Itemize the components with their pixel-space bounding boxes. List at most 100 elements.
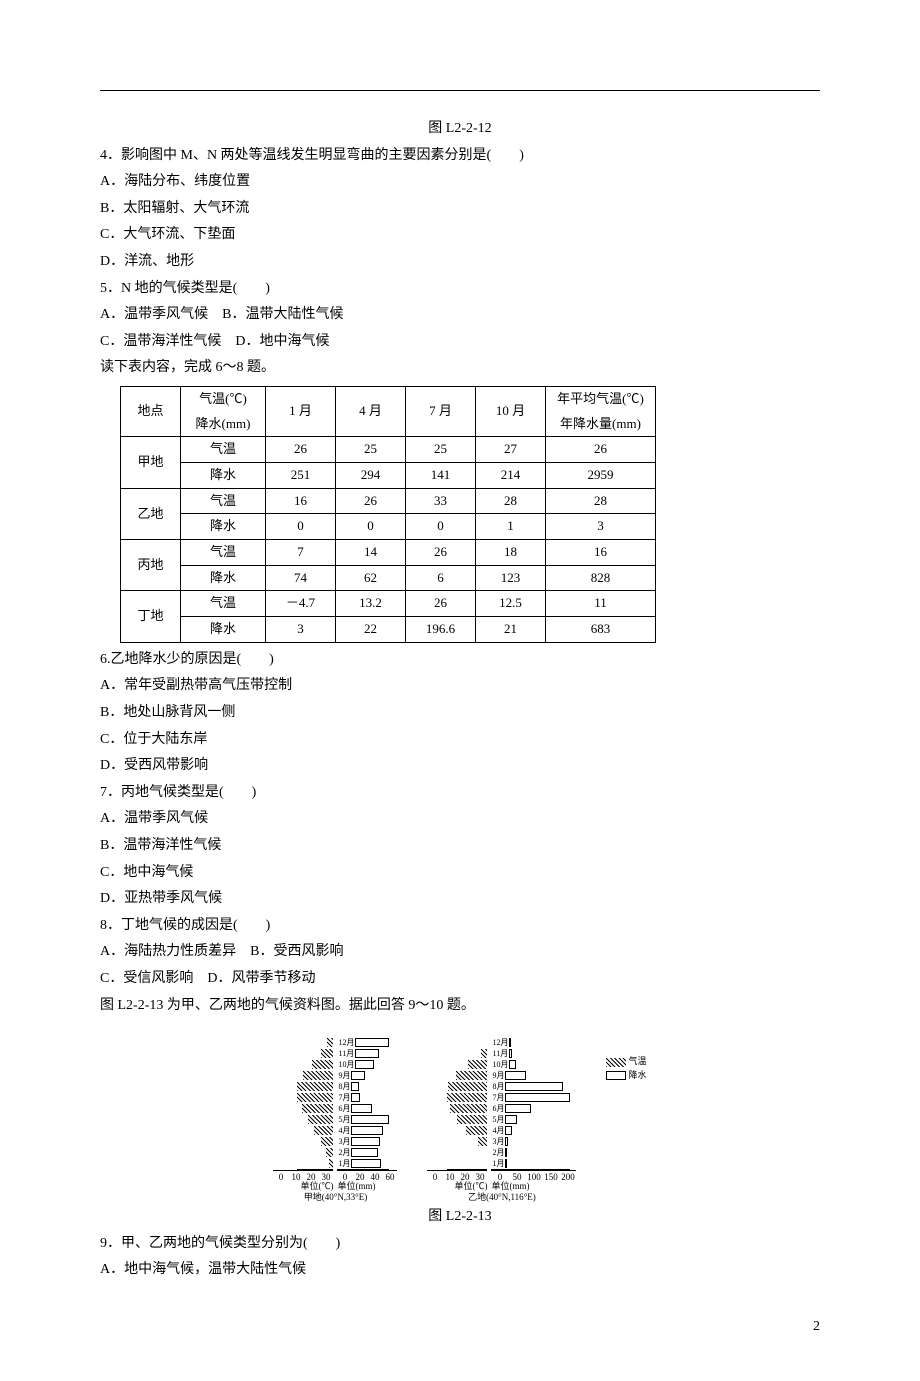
precip-bar: [351, 1148, 377, 1157]
th-metric: 气温(℃) 降水(mm): [181, 386, 266, 436]
q7-option-d: D．亚热带季风气候: [100, 886, 820, 913]
q4-option-b: B．太阳辐射、大气环流: [100, 196, 820, 223]
cell-value: 683: [546, 617, 656, 643]
precip-bar: [505, 1071, 525, 1080]
cell-value: 214: [476, 463, 546, 489]
precip-bar: [355, 1049, 379, 1058]
table-header-row: 地点 气温(℃) 降水(mm) 1 月 4 月 7 月 10 月 年平均气温(℃…: [121, 386, 656, 436]
chart-yi: 3020100单位(℃)12月11月10月9月8月7月6月5月4月3月2月1月0…: [427, 1051, 576, 1202]
axis-tick: 60: [382, 1173, 397, 1182]
axis-tick: 40: [367, 1173, 382, 1182]
temp-bar: [303, 1071, 333, 1080]
cell-metric: 气温: [181, 540, 266, 566]
month-label: 9月: [491, 1072, 505, 1080]
month-label: 4月: [491, 1127, 505, 1135]
cell-metric: 降水: [181, 617, 266, 643]
month-label: 10月: [491, 1061, 509, 1069]
month-label: 6月: [491, 1105, 505, 1113]
q7-option-b: B．温带海洋性气候: [100, 833, 820, 860]
temp-bar: [327, 1038, 333, 1047]
cell-value: 7: [266, 540, 336, 566]
cell-value: 14: [336, 540, 406, 566]
page-number: 2: [100, 1314, 820, 1341]
month-label: 8月: [491, 1083, 505, 1091]
cell-value: 294: [336, 463, 406, 489]
q6-option-d: D．受西风带影响: [100, 753, 820, 780]
cell-value: 74: [266, 565, 336, 591]
cell-value: 21: [476, 617, 546, 643]
axis-tick: 20: [352, 1173, 367, 1182]
figure-l2-2-13-caption: 图 L2-2-13: [100, 1204, 820, 1231]
cell-metric: 降水: [181, 565, 266, 591]
month-label: 1月: [491, 1160, 505, 1168]
axis-tick: 150: [542, 1173, 559, 1182]
temp-bar: [302, 1104, 334, 1113]
cell-value: 13.2: [336, 591, 406, 617]
precip-bar: [505, 1126, 511, 1135]
q5-stem: 5．N 地的气候类型是( ): [100, 276, 820, 303]
precip-bar: [505, 1137, 508, 1146]
temp-bar: [447, 1093, 488, 1102]
th-month-10: 10 月: [476, 386, 546, 436]
question-8: 8．丁地气候的成因是( ) A．海陆热力性质差异 B．受西风影响 C．受信风影响…: [100, 913, 820, 993]
precip-bar: [351, 1159, 381, 1168]
cell-value: 828: [546, 565, 656, 591]
q4-stem: 4．影响图中 M、N 两处等温线发生明显弯曲的主要因素分别是( ): [100, 143, 820, 170]
month-label: 11月: [491, 1050, 509, 1058]
month-label: 3月: [491, 1138, 505, 1146]
q8-option-b: B．受西风影响: [250, 944, 343, 959]
q5-option-a: A．温带季风气候: [100, 307, 208, 322]
chart-jia: 3020100单位(℃)12月11月10月9月8月7月6月5月4月3月2月1月0…: [273, 1051, 397, 1202]
temp-bar: [450, 1104, 488, 1113]
precip-bar: [351, 1137, 380, 1146]
cell-value: 141: [406, 463, 476, 489]
month-label: 2月: [491, 1149, 505, 1157]
q8-option-a: A．海陆热力性质差异: [100, 944, 236, 959]
precip-bar: [355, 1060, 374, 1069]
cell-value: 62: [336, 565, 406, 591]
precip-bar: [355, 1038, 389, 1047]
th-avg: 年平均气温(℃) 年降水量(mm): [546, 386, 656, 436]
cell-metric: 气温: [181, 437, 266, 463]
month-label: 7月: [337, 1094, 351, 1102]
temp-bar: [312, 1060, 333, 1069]
axis-tick: 30: [472, 1173, 487, 1182]
precip-bar: [509, 1049, 512, 1058]
axis-tick: 0: [491, 1173, 508, 1182]
figure-l2-2-13: 3020100单位(℃)12月11月10月9月8月7月6月5月4月3月2月1月0…: [100, 1019, 820, 1204]
month-label: 12月: [337, 1039, 355, 1047]
table-row: 降水74626123828: [121, 565, 656, 591]
cell-value: 22: [336, 617, 406, 643]
th-month-7: 7 月: [406, 386, 476, 436]
precip-bar: [505, 1104, 531, 1113]
cell-metric: 气温: [181, 488, 266, 514]
axis-tick: 30: [318, 1173, 333, 1182]
temp-bar: [466, 1126, 487, 1135]
temp-bar: [457, 1115, 487, 1124]
cell-value: 16: [266, 488, 336, 514]
th-location: 地点: [121, 386, 181, 436]
precip-bar: [505, 1148, 507, 1157]
month-label: 3月: [337, 1138, 351, 1146]
q5-option-d: D．地中海气候: [235, 334, 329, 349]
q4-option-c: C．大气环流、下垫面: [100, 222, 820, 249]
cell-location: 丙地: [121, 540, 181, 591]
precip-bar: [509, 1038, 511, 1047]
precip-bar: [351, 1093, 360, 1102]
table-row: 丙地气温714261816: [121, 540, 656, 566]
chart-caption: 乙地(40°N,116°E): [468, 1191, 536, 1202]
chart-legend: 气温 降水: [606, 1055, 646, 1082]
question-7: 7．丙地气候类型是( ) A．温带季风气候 B．温带海洋性气候 C．地中海气候 …: [100, 780, 820, 913]
axis-tick: 50: [508, 1173, 525, 1182]
temp-bar: [329, 1159, 334, 1168]
precip-bar: [351, 1126, 383, 1135]
th-month-4: 4 月: [336, 386, 406, 436]
cell-value: 12.5: [476, 591, 546, 617]
axis-tick: 0: [273, 1173, 288, 1182]
figure-l2-2-12-caption: 图 L2-2-12: [100, 116, 820, 143]
axis-tick: 20: [457, 1173, 472, 1182]
cell-value: 6: [406, 565, 476, 591]
temp-bar: [448, 1082, 487, 1091]
q9-stem: 9．甲、乙两地的气候类型分别为( ): [100, 1231, 820, 1258]
cell-value: 26: [406, 591, 476, 617]
